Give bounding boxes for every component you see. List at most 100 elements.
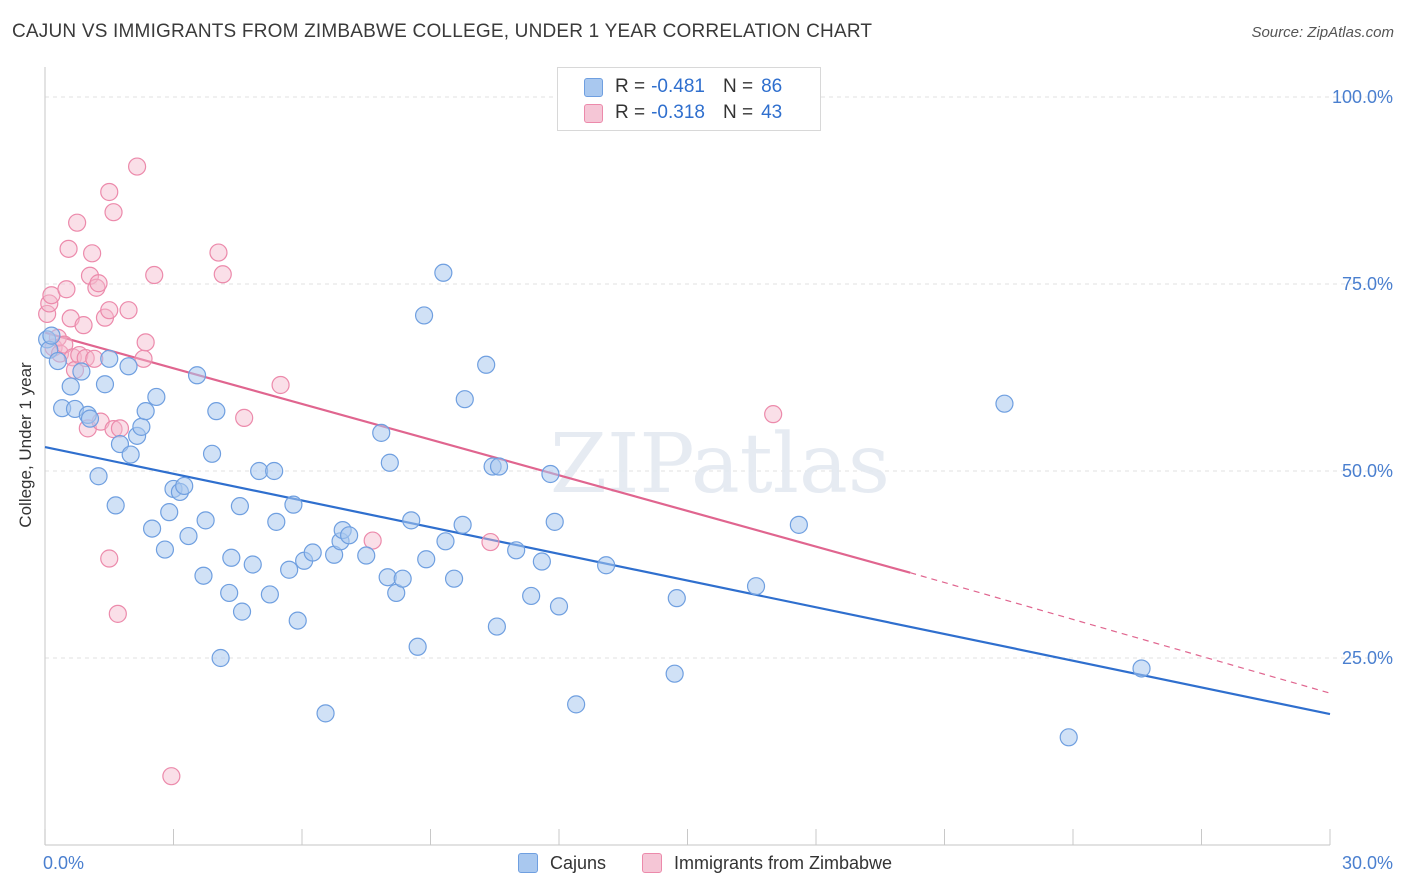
point-zimbabwe — [57, 280, 76, 299]
point-cajun — [42, 326, 61, 345]
point-cajun — [142, 519, 162, 538]
point-cajun — [288, 611, 307, 630]
y-axis-label-wrap: College, Under 1 year — [6, 300, 46, 590]
point-cajun — [89, 467, 108, 486]
point-zimbabwe — [100, 301, 119, 320]
r-label: R = — [615, 102, 646, 123]
chart-title: CAJUN VS IMMIGRANTS FROM ZIMBABWE COLLEG… — [12, 21, 873, 42]
point-cajun — [243, 555, 262, 574]
n-value: 86 — [761, 76, 783, 97]
point-zimbabwe — [145, 265, 164, 285]
point-cajun — [597, 556, 616, 575]
point-cajun — [507, 541, 526, 560]
point-zimbabwe — [68, 213, 87, 232]
y-tick-label: 50.0% — [1342, 461, 1393, 481]
point-zimbabwe — [209, 243, 228, 262]
gridlines — [45, 96, 1392, 659]
point-cajun — [72, 362, 91, 381]
point-cajun — [61, 377, 80, 396]
stats-legend: R = -0.481 N = 86 R = -0.318 N = 43 — [557, 67, 821, 131]
point-cajun — [136, 402, 155, 421]
point-cajun — [665, 664, 684, 683]
r-value: -0.481 — [651, 76, 705, 97]
point-cajun — [455, 390, 474, 409]
point-cajun — [414, 306, 434, 325]
trendline-zimbabwe-extension — [910, 572, 1331, 694]
point-cajun — [522, 586, 541, 606]
point-zimbabwe — [127, 157, 147, 176]
n-label: N = — [722, 76, 754, 97]
point-zimbabwe — [74, 316, 93, 335]
point-cajun — [155, 540, 175, 559]
point-cajun — [280, 560, 299, 579]
point-cajun — [417, 550, 436, 569]
data-points — [38, 157, 1151, 786]
point-cajun — [187, 366, 207, 385]
point-cajun — [316, 704, 335, 723]
point-cajun — [436, 532, 455, 551]
y-tick-label: 75.0% — [1342, 274, 1393, 294]
point-zimbabwe — [104, 203, 123, 222]
point-zimbabwe — [59, 239, 78, 258]
point-cajun — [100, 349, 119, 368]
point-cajun — [267, 512, 286, 531]
legend-item-cajuns[interactable]: Cajuns — [518, 851, 606, 875]
point-zimbabwe — [162, 767, 181, 786]
point-cajun — [453, 515, 472, 534]
point-cajun — [746, 577, 766, 596]
point-cajun — [532, 552, 551, 571]
point-cajun — [175, 476, 194, 496]
blue-swatch-icon — [518, 853, 538, 873]
y-axis-label: College, Under 1 year — [16, 362, 35, 528]
point-cajun — [667, 589, 686, 608]
trendline-cajuns — [44, 445, 1331, 716]
y-tick-label: 100.0% — [1332, 87, 1393, 107]
point-cajun — [434, 263, 453, 282]
point-cajun — [48, 351, 67, 371]
point-cajun — [477, 355, 496, 374]
legend-row-zimbabwe: R = -0.318 N = 43 — [584, 102, 782, 124]
x-tick-label: 0.0% — [43, 853, 84, 873]
point-zimbabwe — [100, 549, 119, 568]
trendlines — [44, 331, 1331, 716]
point-cajun — [567, 695, 586, 714]
point-zimbabwe — [136, 333, 155, 352]
point-cajun — [284, 495, 303, 514]
point-cajun — [402, 511, 421, 530]
point-cajun — [121, 445, 140, 464]
point-cajun — [207, 402, 226, 421]
point-cajun — [230, 497, 249, 516]
point-cajun — [380, 453, 399, 472]
point-cajun — [378, 568, 397, 587]
point-zimbabwe — [363, 531, 382, 550]
legend-item-zimbabwe[interactable]: Immigrants from Zimbabwe — [642, 851, 892, 875]
pink-swatch-icon — [584, 103, 603, 123]
point-cajun — [541, 464, 560, 484]
point-cajun — [265, 461, 284, 481]
point-cajun — [132, 417, 151, 436]
point-cajun — [549, 597, 569, 616]
point-zimbabwe — [104, 420, 123, 439]
point-cajun — [303, 543, 322, 562]
point-cajun — [202, 444, 222, 463]
point-cajun — [196, 511, 215, 530]
point-cajun — [489, 457, 509, 476]
point-zimbabwe — [83, 244, 102, 263]
n-label: N = — [722, 102, 754, 123]
pink-swatch-icon — [642, 853, 662, 873]
point-zimbabwe — [89, 274, 108, 293]
point-cajun — [545, 512, 564, 531]
point-cajun — [372, 423, 391, 442]
axes — [44, 67, 1331, 846]
point-cajun — [220, 583, 239, 603]
source-credit: Source: ZipAtlas.com — [1251, 24, 1394, 41]
r-value: -0.318 — [651, 102, 705, 123]
point-cajun — [119, 357, 138, 376]
point-cajun — [408, 637, 427, 656]
point-cajun — [179, 526, 198, 546]
point-cajun — [160, 503, 179, 522]
point-cajun — [232, 602, 252, 621]
point-zimbabwe — [235, 408, 254, 427]
point-cajun — [80, 409, 100, 428]
point-cajun — [487, 617, 506, 636]
